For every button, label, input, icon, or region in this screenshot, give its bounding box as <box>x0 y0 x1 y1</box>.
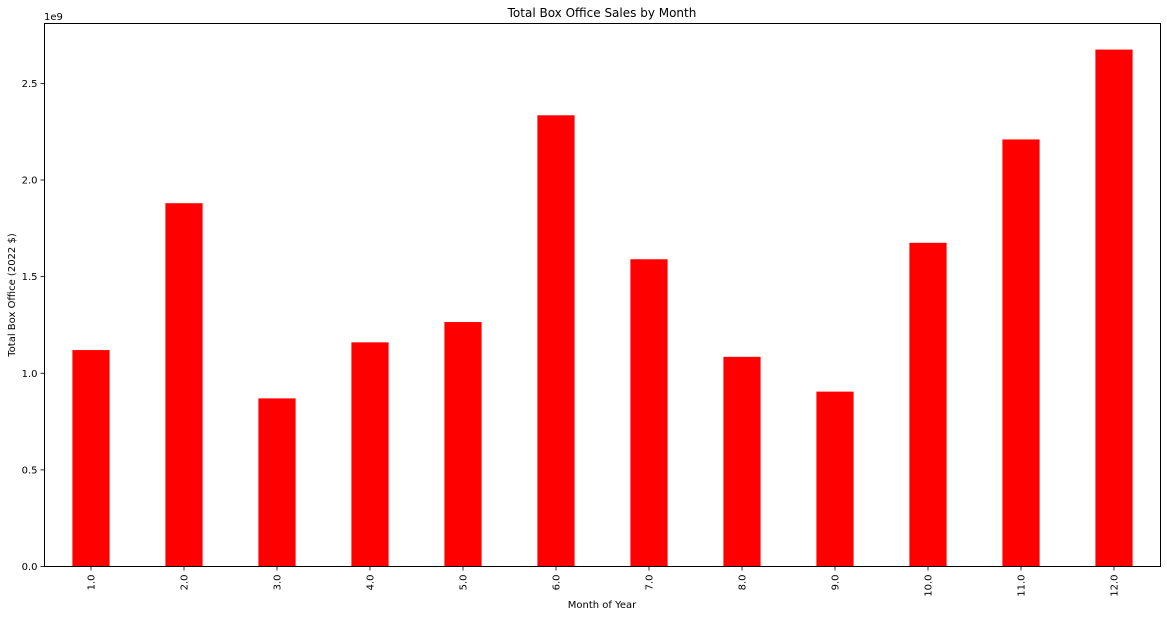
bar-month-11 <box>1002 139 1040 567</box>
x-tick-label: 6.0 <box>552 575 563 591</box>
x-tick-label: 7.0 <box>645 575 656 591</box>
chart-title: Total Box Office Sales by Month <box>507 6 697 20</box>
bar-month-5 <box>444 322 482 567</box>
bar-month-7 <box>630 259 668 567</box>
x-axis-ticks: 1.0 2.0 3.0 4.0 5.0 6.0 7.0 8.0 9.0 10.0 11.0 12.0 <box>87 566 1121 597</box>
bar-month-12 <box>1095 49 1133 567</box>
bars-group <box>72 49 1133 567</box>
x-tick-label: 12.0 <box>1110 575 1121 597</box>
x-tick-label: 2.0 <box>180 575 191 591</box>
x-tick-label: 5.0 <box>459 575 470 591</box>
y-axis-ticks: 0.0 0.5 1.0 1.5 2.0 2.5 <box>22 79 45 573</box>
y-tick-label: 1.0 <box>22 369 38 380</box>
y-tick-label: 0.5 <box>22 465 38 476</box>
x-tick-label: 9.0 <box>831 575 842 591</box>
x-tick-label: 3.0 <box>273 575 284 591</box>
x-tick-label: 1.0 <box>87 575 98 591</box>
x-tick-label: 10.0 <box>924 575 935 597</box>
bar-month-10 <box>909 242 947 567</box>
bar-month-4 <box>351 342 389 567</box>
y-tick-label: 2.0 <box>22 176 38 187</box>
y-tick-label: 2.5 <box>22 79 38 90</box>
bar-month-6 <box>537 115 575 567</box>
y-tick-label: 1.5 <box>22 272 38 283</box>
bar-month-9 <box>816 391 854 567</box>
bar-month-2 <box>165 203 203 567</box>
bar-month-8 <box>723 356 761 567</box>
bar-month-1 <box>72 350 110 567</box>
x-tick-label: 8.0 <box>738 575 749 591</box>
plot-frame <box>44 23 1161 567</box>
x-tick-label: 11.0 <box>1017 575 1028 597</box>
bar-month-3 <box>258 398 296 567</box>
y-tick-label: 0.0 <box>22 562 38 573</box>
x-tick-label: 4.0 <box>366 575 377 591</box>
y-axis-label: Total Box Office (2022 $) <box>7 233 18 358</box>
x-axis-label: Month of Year <box>568 600 637 611</box>
y-axis-scale-label: 1e9 <box>44 12 63 23</box>
